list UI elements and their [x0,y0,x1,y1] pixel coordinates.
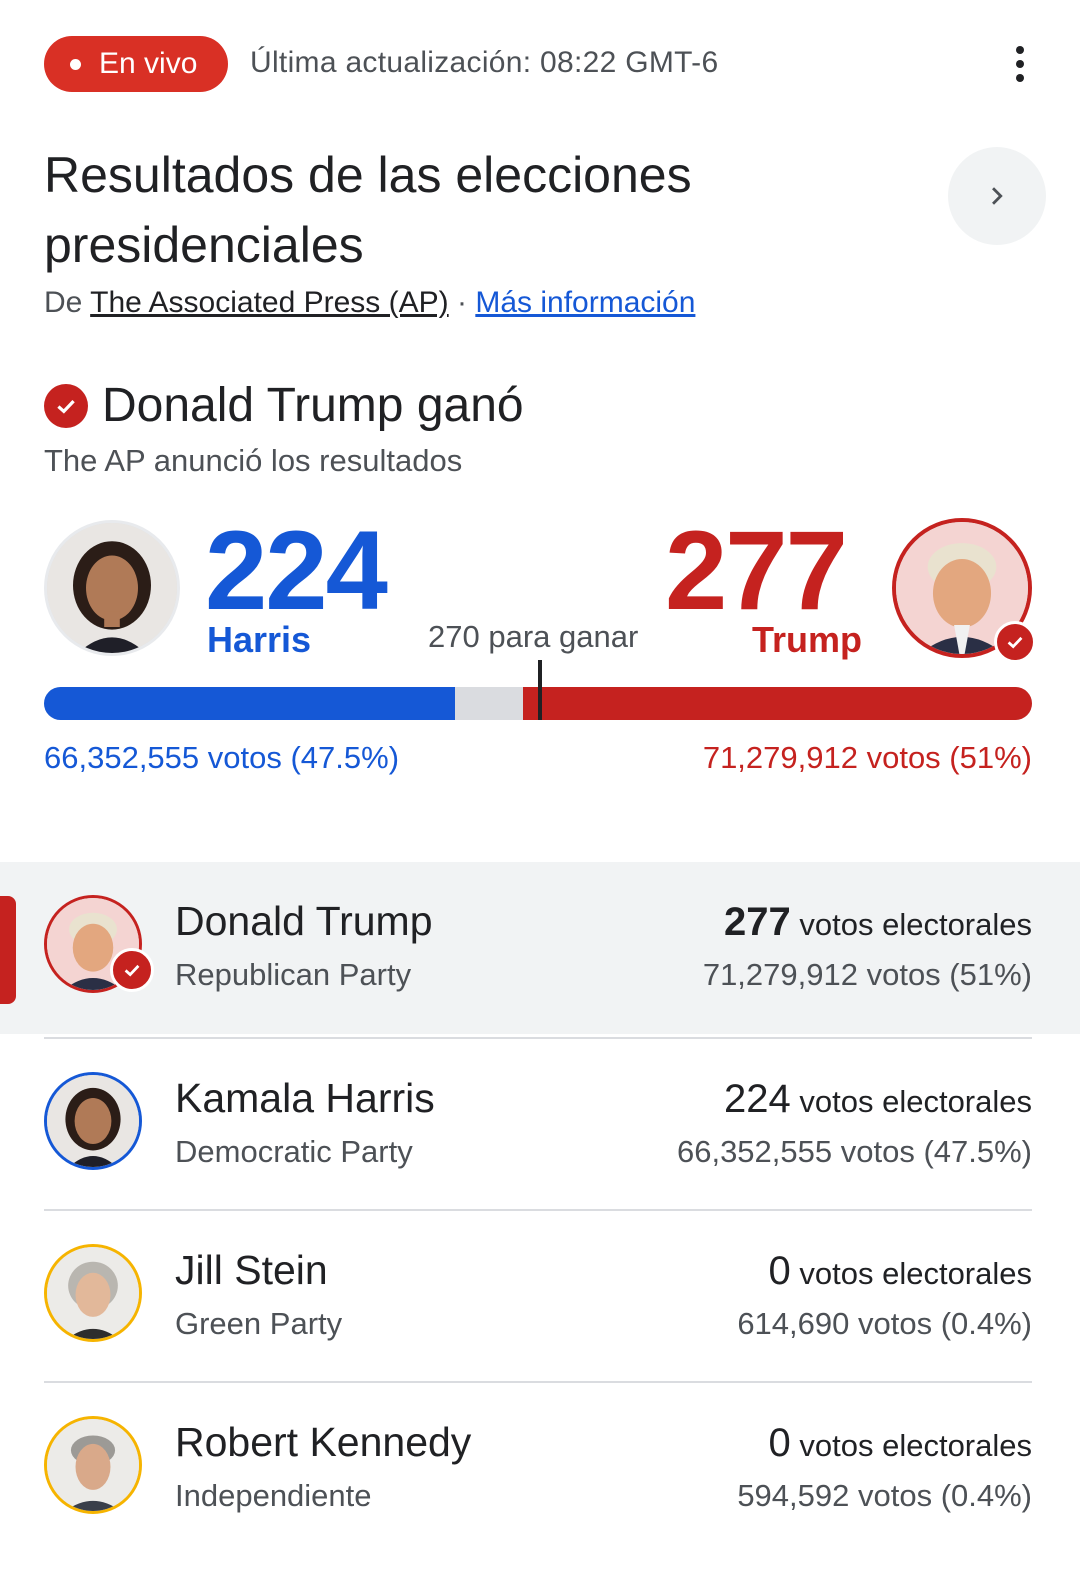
chevron-right-icon [992,187,1003,205]
trump-list-check-icon [110,948,154,992]
electoral-vote-count: 0 [768,1421,791,1465]
harris-progress-fill [44,687,455,720]
harris-avatar [44,520,180,656]
source-separator: · [456,286,467,319]
trump-progress-fill [523,687,1032,720]
candidate-party: Democratic Party [175,1134,413,1169]
candidate-popular-votes: 614,690 votos (0.4%) [737,1306,1032,1341]
candidate-name: Jill Stein [175,1247,328,1293]
trump-avatar [892,518,1032,658]
trump-label: Trump [752,619,863,660]
source-prefix: De [44,286,83,319]
candidate-row-harris[interactable]: Kamala Harris Democratic Party 224 votos… [0,1039,1080,1211]
divider [44,1037,1032,1039]
last-updated-text: Última actualización: 08:22 GMT-6 [250,46,719,79]
check-circle-icon [44,383,88,428]
harris-popular-votes: 66,352,555 votos (47.5%) [44,740,400,775]
page-title-line-2: presidenciales [44,217,364,273]
electoral-vote-label: votos electorales [799,1256,1032,1291]
stein-list-avatar [44,1244,142,1342]
candidate-electoral-votes: 0 votos electorales [769,1249,1033,1294]
selected-indicator [0,896,16,1004]
threshold-label: 270 para ganar [428,619,639,654]
candidate-popular-votes: 66,352,555 votos (47.5%) [676,1134,1032,1169]
candidate-row-trump[interactable]: Donald Trump Republican Party 277 votos … [0,862,1080,1034]
winner-heading: Donald Trump ganó [44,378,524,433]
candidate-name: Donald Trump [175,898,433,944]
top-bar: En vivo Última actualización: 08:22 GMT-… [44,36,1036,92]
candidate-party: Independiente [175,1478,372,1513]
electoral-vote-label: votos electorales [799,1084,1032,1119]
winner-text: Donald Trump ganó [102,379,524,432]
kennedy-list-avatar [44,1416,142,1514]
winner-subtitle: The AP anunció los resultados [44,443,463,478]
electoral-vote-label: votos electorales [799,1428,1032,1463]
threshold-marker [538,660,542,720]
candidate-electoral-votes: 224 votos electorales [724,1077,1032,1122]
electoral-vote-label: votos electorales [799,907,1032,942]
trump-electoral-count: 277 [665,508,848,633]
live-dot-icon [70,58,81,70]
divider [44,1381,1032,1383]
divider [44,1209,1032,1211]
harris-electoral-count: 224 [205,508,388,633]
candidate-party: Green Party [175,1306,343,1341]
more-info-link[interactable]: Más información [475,286,696,319]
electoral-vote-count: 224 [724,1077,791,1121]
candidate-name: Kamala Harris [175,1075,435,1121]
page-title-line-1: Resultados de las elecciones [44,147,692,203]
live-badge: En vivo [44,36,228,92]
electoral-vote-count: 277 [724,900,791,944]
publisher-link[interactable]: The Associated Press (AP) [90,286,449,319]
candidate-party: Republican Party [175,957,412,992]
trump-winner-check-icon [994,621,1036,663]
candidate-electoral-votes: 277 votos electorales [724,900,1032,945]
candidate-name: Robert Kennedy [175,1419,472,1465]
next-button[interactable] [948,147,1046,245]
electoral-vote-count: 0 [768,1249,791,1293]
candidate-row-stein[interactable]: Jill Stein Green Party 0 votos electoral… [0,1211,1080,1383]
more-vert-icon[interactable] [1008,44,1032,84]
harris-list-avatar [44,1072,142,1170]
live-label: En vivo [99,47,198,80]
candidate-popular-votes: 594,592 votos (0.4%) [737,1478,1032,1513]
harris-label: Harris [207,619,312,660]
source-line: De The Associated Press (AP) · Más infor… [44,286,695,320]
candidate-electoral-votes: 0 votos electorales [769,1421,1033,1466]
page-title: Resultados de las elecciones presidencia… [44,140,804,280]
candidate-popular-votes: 71,279,912 votos (51%) [702,957,1032,992]
candidate-row-kennedy[interactable]: Robert Kennedy Independiente 0 votos ele… [0,1383,1080,1555]
trump-popular-votes: 71,279,912 votos (51%) [702,740,1032,775]
